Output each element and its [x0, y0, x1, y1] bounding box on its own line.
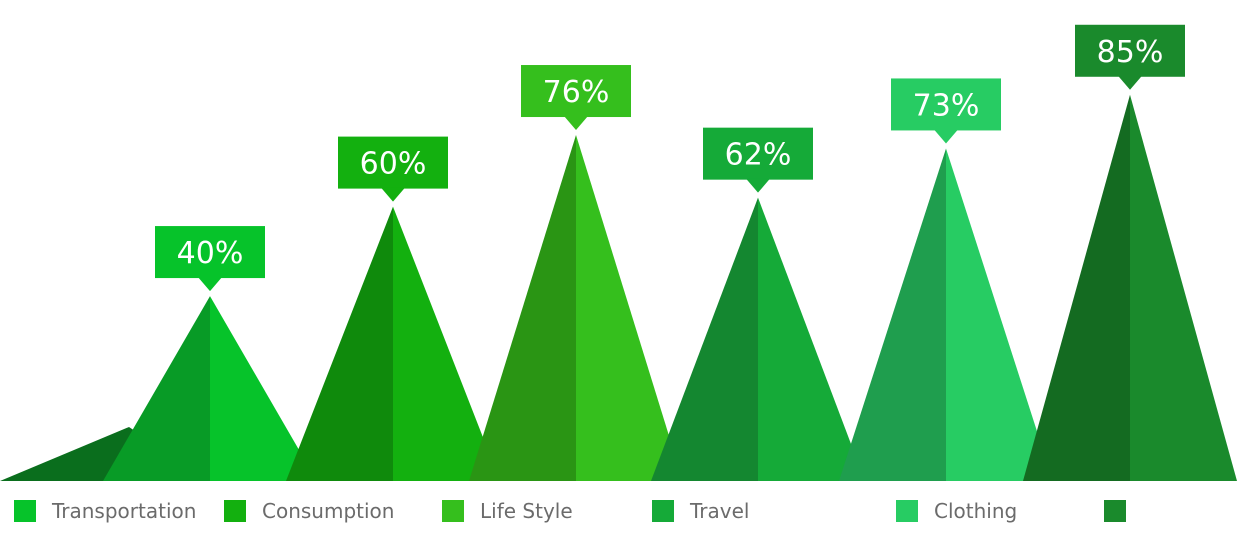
- legend-swatch: [224, 500, 246, 522]
- value-callout-pointer: [746, 178, 770, 193]
- value-label: 76%: [543, 75, 610, 110]
- legend-swatch: [14, 500, 36, 522]
- legend-swatch: [442, 500, 464, 522]
- value-callout-pointer: [1118, 75, 1142, 90]
- value-callout-box: [891, 78, 1001, 131]
- value-label: 40%: [177, 236, 244, 271]
- value-callout-box: [521, 65, 631, 118]
- value-label: 62%: [725, 138, 792, 173]
- value-callout-pointer: [934, 129, 958, 144]
- legend-label: Transportation: [51, 499, 196, 523]
- value-callout-box: [703, 127, 813, 180]
- value-callout-box: [1075, 24, 1185, 77]
- value-label: 85%: [1097, 35, 1164, 70]
- callouts-layer: 40% 60% 76% 62% 73% 85%: [155, 24, 1185, 292]
- legend-label: Travel: [689, 499, 749, 523]
- peak-right-face: [946, 148, 1053, 481]
- value-label: 73%: [913, 88, 980, 123]
- value-callout-pointer: [198, 277, 222, 292]
- legend-swatch: [896, 500, 918, 522]
- legend-label: Clothing: [934, 499, 1017, 523]
- value-label: 60%: [360, 147, 427, 182]
- peak-left-face: [286, 206, 393, 482]
- peak-left-face: [103, 296, 210, 481]
- value-callout-pointer: [381, 187, 405, 202]
- legend-label: Consumption: [262, 499, 394, 523]
- value-callout-pointer: [564, 116, 588, 131]
- peaks-layer: [103, 94, 1237, 482]
- peak-right-face: [210, 296, 317, 481]
- peak-right-face: [1130, 94, 1237, 481]
- peak-right-face: [758, 197, 865, 481]
- value-callout-box: [338, 136, 448, 189]
- peak-left-face: [469, 135, 576, 481]
- peak-left-face: [651, 197, 758, 481]
- peak-left-face: [1023, 94, 1130, 481]
- peak-right-face: [393, 206, 500, 482]
- legend-swatch: [652, 500, 674, 522]
- value-callout-box: [155, 226, 265, 279]
- legend-label: Life Style: [480, 499, 573, 523]
- legend: Transportation Consumption Life Style Trave…: [14, 499, 1126, 523]
- legend-swatch: [1104, 500, 1126, 522]
- peak-right-face: [576, 135, 683, 481]
- peak-left-face: [839, 148, 946, 481]
